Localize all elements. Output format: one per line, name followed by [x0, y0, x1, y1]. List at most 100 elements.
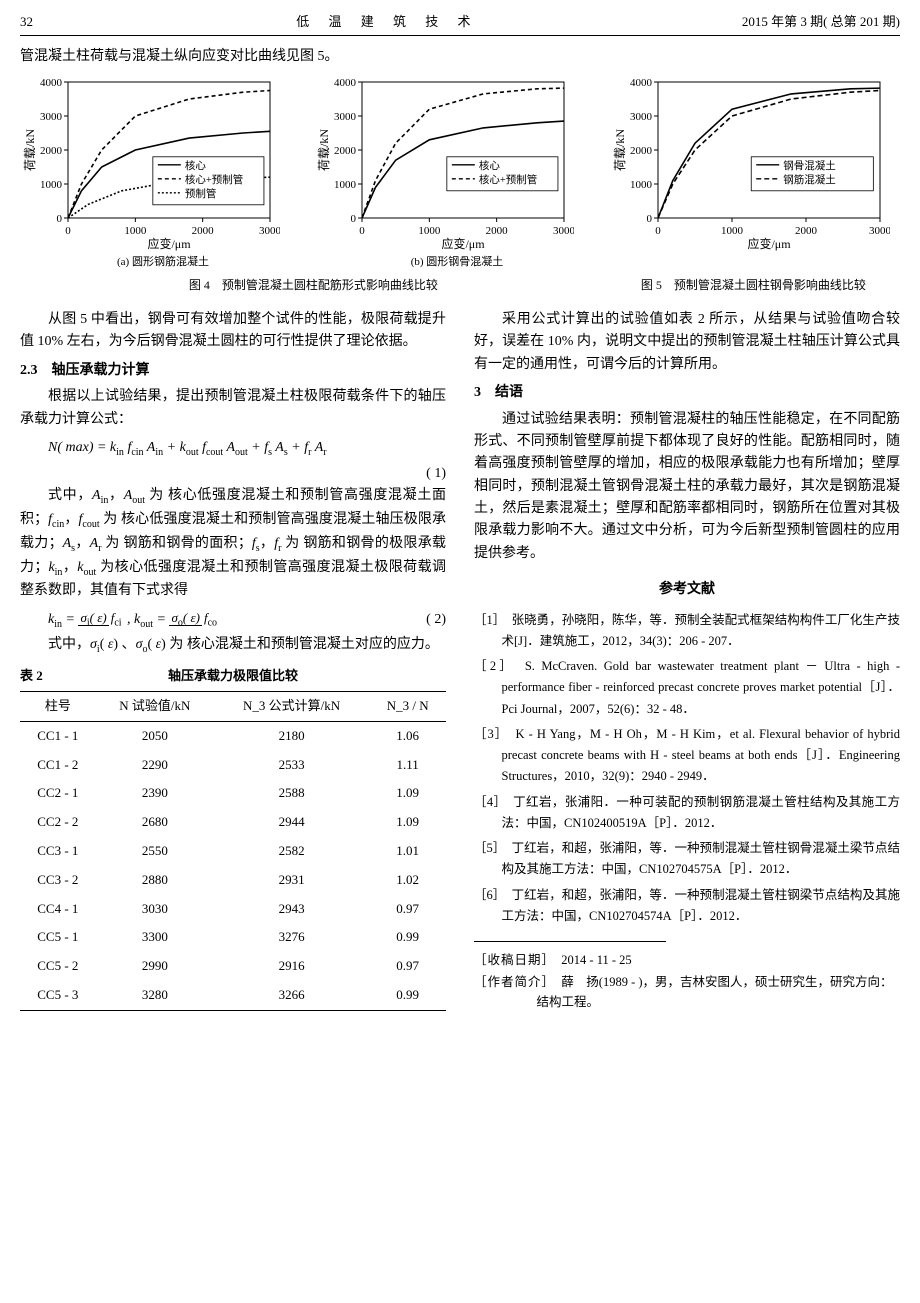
table-row: CC5 - 2299029160.97	[20, 952, 446, 981]
table-cell: CC1 - 2	[20, 751, 96, 780]
author-info: 薛 扬(1989 - )，男，吉林安图人，硕士研究生，研究方向：结构工程。	[537, 975, 893, 1009]
table-cell: 3030	[96, 895, 214, 924]
page-number: 32	[20, 12, 33, 33]
table-header-cell: N 试验值/kN	[96, 692, 214, 722]
table-cell: CC3 - 2	[20, 866, 96, 895]
svg-text:4000: 4000	[40, 77, 63, 89]
svg-text:2000: 2000	[40, 145, 63, 157]
table-row: CC2 - 2268029441.09	[20, 808, 446, 837]
table2-title-row: 表 2 轴压承载力极限值比较	[20, 666, 446, 687]
table-cell: 1.11	[369, 751, 446, 780]
table-row: CC5 - 3328032660.99	[20, 981, 446, 1010]
svg-text:预制管: 预制管	[185, 187, 217, 200]
journal-title: 低 温 建 筑 技 术	[296, 12, 478, 33]
table-cell: 1.09	[369, 779, 446, 808]
received-label: ［收稿日期］	[474, 953, 549, 967]
svg-text:1000: 1000	[334, 179, 357, 191]
table-cell: 2533	[214, 751, 369, 780]
table-header-cell: N_3 / N	[369, 692, 446, 722]
svg-text:3000: 3000	[40, 111, 63, 123]
page-header: 32 低 温 建 筑 技 术 2015 年第 3 期( 总第 201 期)	[20, 12, 900, 36]
heading-3: 3 结语	[474, 382, 900, 404]
table-cell: CC5 - 1	[20, 923, 96, 952]
table-cell: 0.97	[369, 895, 446, 924]
svg-text:钢骨混凝土: 钢骨混凝土	[783, 159, 836, 172]
table-row: CC5 - 1330032760.99	[20, 923, 446, 952]
table-cell: 1.06	[369, 721, 446, 750]
svg-text:0: 0	[359, 225, 365, 237]
left-column: 从图 5 中看出，钢骨可有效增加整个试件的性能，极限荷载提升值 10% 左右，为…	[20, 309, 446, 1014]
svg-text:核心+预制管: 核心+预制管	[479, 173, 537, 186]
table-cell: 2582	[214, 837, 369, 866]
table-header-cell: N_3 公式计算/kN	[214, 692, 369, 722]
table-cell: 2944	[214, 808, 369, 837]
svg-text:应变/μm: 应变/μm	[441, 236, 485, 251]
reference-item: ［6］ 丁红岩，和超，张浦阳，等．一种预制混凝土管柱钢梁节点结构及其施工方法：中…	[474, 885, 900, 928]
footer-separator	[474, 941, 666, 942]
table-cell: 2680	[96, 808, 214, 837]
svg-text:应变/μm: 应变/μm	[747, 236, 791, 251]
table-row: CC1 - 1205021801.06	[20, 721, 446, 750]
table-cell: 3280	[96, 981, 214, 1010]
issue-info: 2015 年第 3 期( 总第 201 期)	[742, 12, 900, 33]
svg-text:核心: 核心	[479, 159, 500, 172]
table-cell: 2588	[214, 779, 369, 808]
intro-line: 管混凝土柱荷载与混凝土纵向应变对比曲线见图 5。	[20, 46, 900, 68]
table-cell: 2943	[214, 895, 369, 924]
table-cell: 2180	[214, 721, 369, 750]
table-cell: 2916	[214, 952, 369, 981]
references-heading: 参考文献	[474, 579, 900, 601]
table-row: CC1 - 2229025331.11	[20, 751, 446, 780]
table-cell: 2050	[96, 721, 214, 750]
table-row: CC3 - 2288029311.02	[20, 866, 446, 895]
reference-item: ［2］ S. McCraven. Gold bar wastewater tre…	[474, 656, 900, 720]
left-p1: 从图 5 中看出，钢骨可有效增加整个试件的性能，极限荷载提升值 10% 左右，为…	[20, 309, 446, 354]
svg-text:荷载/kN: 荷载/kN	[613, 129, 627, 171]
two-column-body: 从图 5 中看出，钢骨可有效增加整个试件的性能，极限荷载提升值 10% 左右，为…	[20, 309, 900, 1014]
table-cell: 2931	[214, 866, 369, 895]
svg-text:1000: 1000	[124, 225, 147, 237]
table-row: CC3 - 1255025821.01	[20, 837, 446, 866]
table-cell: 3266	[214, 981, 369, 1010]
table-cell: 2550	[96, 837, 214, 866]
left-p2: 根据以上试验结果，提出预制管混凝土柱极限荷载条件下的轴压承载力计算公式：	[20, 386, 446, 431]
table-cell: 1.02	[369, 866, 446, 895]
svg-text:应变/μm: 应变/μm	[147, 236, 191, 251]
svg-text:钢筋混凝土: 钢筋混凝土	[783, 173, 836, 186]
table-cell: 0.99	[369, 923, 446, 952]
right-p1: 采用公式计算出的试验值如表 2 所示，从结果与试验值吻合较好，误差在 10% 内…	[474, 309, 900, 376]
svg-text:4000: 4000	[334, 77, 357, 89]
svg-text:核心+预制管: 核心+预制管	[185, 173, 243, 186]
svg-text:1000: 1000	[721, 225, 744, 237]
table-cell: 2880	[96, 866, 214, 895]
table-cell: 1.09	[369, 808, 446, 837]
svg-text:3000: 3000	[630, 111, 653, 123]
svg-text:2000: 2000	[795, 225, 818, 237]
table-cell: CC2 - 1	[20, 779, 96, 808]
svg-text:4000: 4000	[630, 77, 653, 89]
fig5-chart: 010002000300001000200030004000应变/μm荷载/kN…	[610, 74, 890, 254]
table-cell: CC5 - 2	[20, 952, 96, 981]
svg-text:3000: 3000	[869, 225, 890, 237]
fig4a-subcaption: (a) 圆形钢筋混凝土	[20, 254, 306, 272]
reference-item: ［4］ 丁红岩，张浦阳．一种可装配的预制钢筋混凝土管柱结构及其施工方法：中国，C…	[474, 792, 900, 835]
svg-text:0: 0	[655, 225, 661, 237]
table-cell: 0.99	[369, 981, 446, 1010]
reference-item: ［5］ 丁红岩，和超，张浦阳，等．一种预制混凝土管柱钢骨混凝土梁节点结构及其施工…	[474, 838, 900, 881]
svg-text:1000: 1000	[418, 225, 441, 237]
table-cell: CC1 - 1	[20, 721, 96, 750]
table-cell: CC5 - 3	[20, 981, 96, 1010]
reference-item: ［1］ 张晓勇，孙晓阳，陈华，等．预制全装配式框架结构构件工厂化生产技术[J]．…	[474, 610, 900, 653]
table-cell: 2290	[96, 751, 214, 780]
table-cell: CC4 - 1	[20, 895, 96, 924]
fig5-caption: 图 5 预制管混凝土圆柱钢骨影响曲线比较	[607, 276, 900, 295]
table2-title: 轴压承载力极限值比较	[90, 666, 446, 687]
fig4a-chart: 010002000300001000200030004000应变/μm荷载/kN…	[20, 74, 280, 254]
svg-text:1000: 1000	[40, 179, 63, 191]
svg-text:2000: 2000	[192, 225, 215, 237]
eq1-formula: N( max) = kin fcin Ain + kout fcout Aout…	[48, 437, 327, 461]
table-cell: 0.97	[369, 952, 446, 981]
table-cell: 2390	[96, 779, 214, 808]
table-cell: CC3 - 1	[20, 837, 96, 866]
table-row: CC4 - 1303029430.97	[20, 895, 446, 924]
